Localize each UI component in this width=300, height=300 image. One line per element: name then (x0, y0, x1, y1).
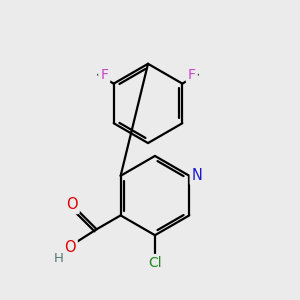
Text: F: F (100, 68, 108, 82)
Text: F: F (188, 68, 196, 82)
Text: O: O (64, 240, 76, 255)
Text: H: H (54, 253, 64, 266)
Text: Cl: Cl (148, 256, 162, 270)
Text: N: N (192, 168, 203, 183)
Text: O: O (66, 197, 78, 212)
